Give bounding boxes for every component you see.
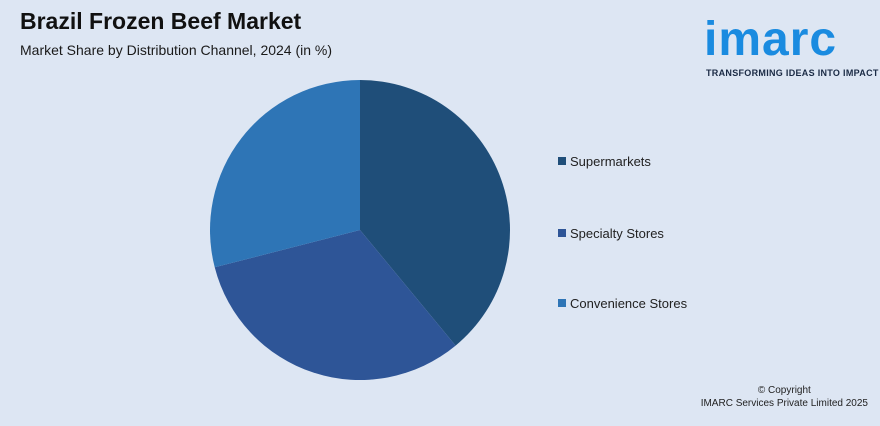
legend-swatch-convenience-stores bbox=[558, 299, 566, 307]
pie-slices bbox=[209, 80, 510, 381]
legend-swatch-supermarkets bbox=[558, 157, 566, 165]
pie-chart bbox=[209, 80, 510, 381]
copyright-line-2: IMARC Services Private Limited 2025 bbox=[700, 398, 868, 409]
pie-slice-specialty-stores bbox=[214, 230, 456, 381]
legend-item-supermarkets: Supermarkets bbox=[558, 154, 651, 169]
copyright-line-1: © Copyright bbox=[757, 385, 811, 396]
imarc-logo: imarc TRANSFORMING IDEAS INTO IMPACT bbox=[702, 6, 878, 80]
page-title: Brazil Frozen Beef Market bbox=[20, 8, 302, 34]
logo-wordmark: imarc bbox=[704, 13, 838, 66]
copyright-notice: © Copyright IMARC Services Private Limit… bbox=[701, 384, 868, 410]
legend-label-specialty-stores: Specialty Stores bbox=[570, 226, 664, 241]
logo-tagline: TRANSFORMING IDEAS INTO IMPACT bbox=[706, 68, 879, 78]
legend-item-specialty-stores: Specialty Stores bbox=[558, 226, 664, 241]
page-subtitle: Market Share by Distribution Channel, 20… bbox=[20, 42, 333, 58]
pie-slice-supermarkets bbox=[360, 80, 510, 346]
legend-swatch-specialty-stores bbox=[558, 229, 566, 237]
legend-item-convenience-stores: Convenience Stores bbox=[558, 296, 687, 311]
legend-label-supermarkets: Supermarkets bbox=[570, 154, 651, 169]
pie-slice-convenience-stores bbox=[209, 80, 360, 268]
legend-label-convenience-stores: Convenience Stores bbox=[570, 296, 688, 311]
